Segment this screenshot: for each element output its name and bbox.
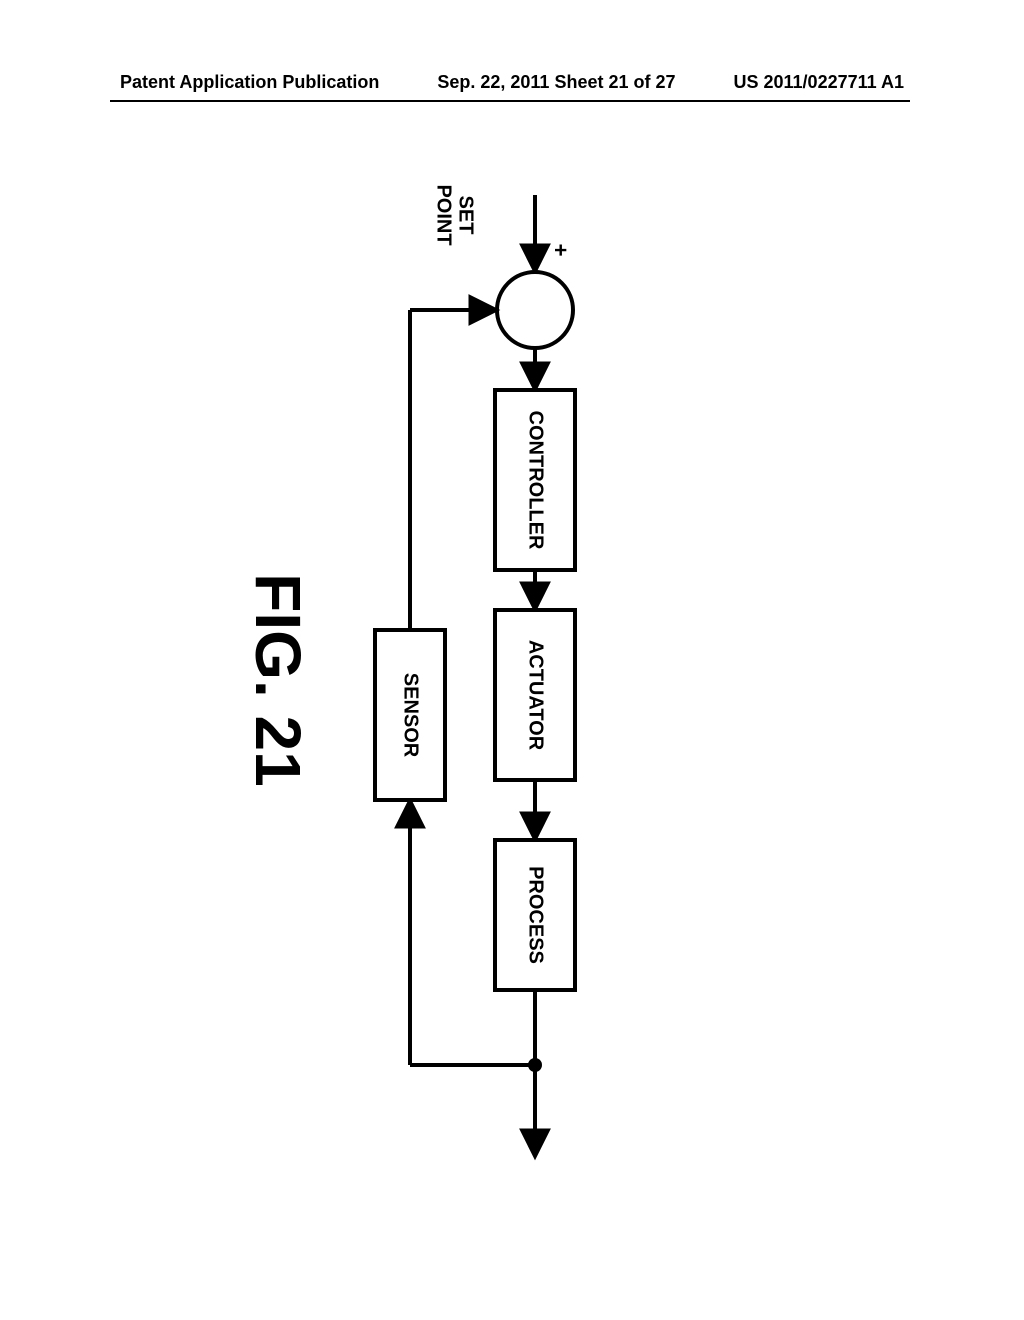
diagram-rotated: SETPOINT + - CONTROLLER ACTUATOR PROCESS SENSO…: [245, 170, 625, 1190]
feedback-loop-diagram: SETPOINT + - CONTROLLER ACTUATOR PROCESS SENSO…: [245, 170, 625, 1190]
page-header: Patent Application Publication Sep. 22, …: [0, 72, 1024, 93]
controller-label: CONTROLLER: [525, 411, 547, 550]
process-label: PROCESS: [525, 866, 547, 964]
figure-caption: FIG. 21: [245, 573, 314, 786]
page: Patent Application Publication Sep. 22, …: [0, 0, 1024, 1320]
summing-junction: [497, 272, 573, 348]
plus-label: +: [548, 244, 573, 257]
actuator-label: ACTUATOR: [525, 640, 547, 751]
setpoint-label-2: POINT: [433, 184, 455, 245]
diagram-container: SETPOINT + - CONTROLLER ACTUATOR PROCESS SENSO…: [245, 170, 625, 1190]
setpoint-label-1: SET: [455, 196, 477, 235]
header-middle: Sep. 22, 2011 Sheet 21 of 27: [437, 72, 675, 93]
header-rule: [110, 100, 910, 102]
minus-label: -: [465, 312, 492, 320]
header-left: Patent Application Publication: [120, 72, 379, 93]
sensor-label: SENSOR: [400, 673, 422, 758]
header-right: US 2011/0227711 A1: [734, 72, 904, 93]
